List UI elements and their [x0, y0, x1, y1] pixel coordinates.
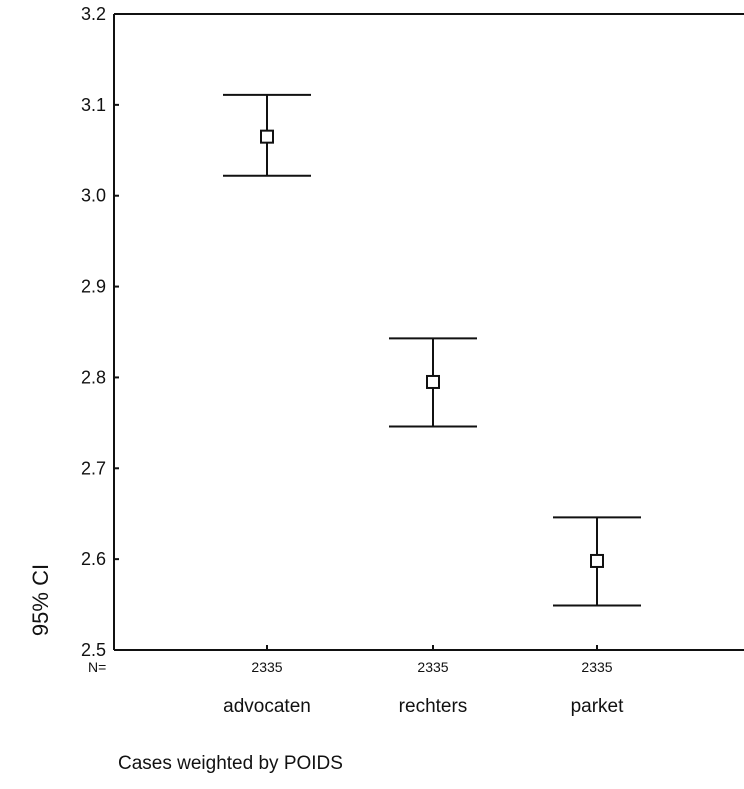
y-tick-label: 2.8 — [81, 367, 106, 387]
y-axis-ticks: 2.5 2.6 2.7 2.8 2.9 3.0 3.1 3.2 — [81, 4, 119, 660]
y-tick-label: 2.9 — [81, 277, 106, 297]
axes — [113, 13, 744, 651]
mean-marker — [260, 129, 274, 144]
y-tick-label: 3.0 — [81, 186, 106, 206]
error-bars — [223, 93, 641, 607]
y-tick-label: 2.6 — [81, 549, 106, 569]
mean-marker — [426, 374, 440, 389]
x-axis-labels: N= 2335 advocaten 2335 rechters 2335 parket — [88, 645, 624, 717]
n-value-label: 2335 — [251, 659, 282, 675]
n-value-label: 2335 — [417, 659, 448, 675]
category-label: rechters — [399, 696, 468, 717]
y-tick-label: 2.5 — [81, 640, 106, 660]
n-value-label: 2335 — [581, 659, 612, 675]
n-prefix-label: N= — [88, 659, 106, 675]
y-axis-label: 95% CI — [28, 564, 53, 636]
y-tick-label: 3.1 — [81, 95, 106, 115]
y-tick-label: 2.7 — [81, 458, 106, 478]
mean-marker — [590, 553, 604, 568]
footnote: Cases weighted by POIDS — [118, 753, 343, 774]
category-label: parket — [571, 696, 625, 717]
y-tick-label: 3.2 — [81, 4, 106, 24]
category-label: advocaten — [223, 696, 311, 717]
